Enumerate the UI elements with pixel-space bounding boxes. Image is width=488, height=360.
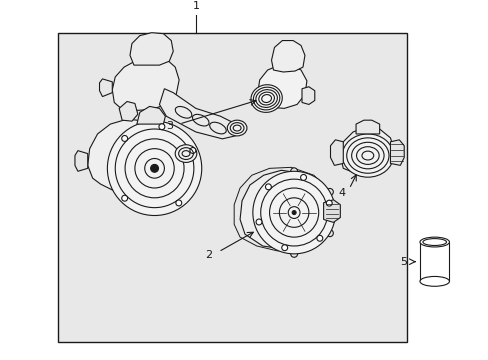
Circle shape	[254, 230, 261, 237]
Ellipse shape	[419, 237, 448, 247]
Polygon shape	[257, 65, 306, 108]
Circle shape	[256, 219, 262, 225]
Circle shape	[290, 251, 297, 257]
Circle shape	[150, 165, 158, 172]
Polygon shape	[330, 140, 343, 165]
Circle shape	[176, 200, 182, 206]
Polygon shape	[87, 119, 179, 195]
Circle shape	[326, 230, 333, 237]
Bar	[419, 242, 448, 282]
Polygon shape	[389, 140, 404, 165]
Circle shape	[122, 135, 127, 141]
Polygon shape	[271, 41, 305, 72]
Polygon shape	[75, 150, 87, 171]
Circle shape	[316, 235, 322, 241]
Polygon shape	[355, 120, 379, 134]
Polygon shape	[100, 79, 112, 96]
Polygon shape	[137, 107, 165, 124]
Polygon shape	[112, 57, 179, 110]
Polygon shape	[340, 127, 394, 174]
Ellipse shape	[250, 85, 282, 112]
Circle shape	[281, 245, 287, 251]
Ellipse shape	[227, 120, 246, 136]
Text: 2: 2	[205, 250, 212, 260]
Bar	[58, 33, 407, 342]
Ellipse shape	[175, 145, 197, 162]
Circle shape	[122, 195, 127, 201]
Circle shape	[252, 171, 335, 254]
Circle shape	[107, 121, 202, 216]
Circle shape	[291, 211, 296, 215]
Circle shape	[265, 184, 271, 190]
Text: 1: 1	[192, 1, 199, 11]
Polygon shape	[159, 89, 240, 139]
Circle shape	[290, 168, 297, 175]
Polygon shape	[119, 102, 138, 121]
Ellipse shape	[419, 276, 448, 286]
Text: 4: 4	[337, 188, 345, 198]
Polygon shape	[240, 170, 328, 249]
Text: 5: 5	[399, 257, 407, 267]
Circle shape	[189, 148, 195, 153]
Text: 3: 3	[166, 121, 173, 131]
Circle shape	[325, 200, 331, 206]
Polygon shape	[302, 87, 314, 104]
Circle shape	[300, 175, 306, 180]
Polygon shape	[130, 33, 173, 65]
Polygon shape	[323, 200, 340, 222]
Circle shape	[326, 189, 333, 195]
Circle shape	[159, 124, 164, 130]
Ellipse shape	[342, 134, 393, 177]
Circle shape	[254, 189, 261, 195]
